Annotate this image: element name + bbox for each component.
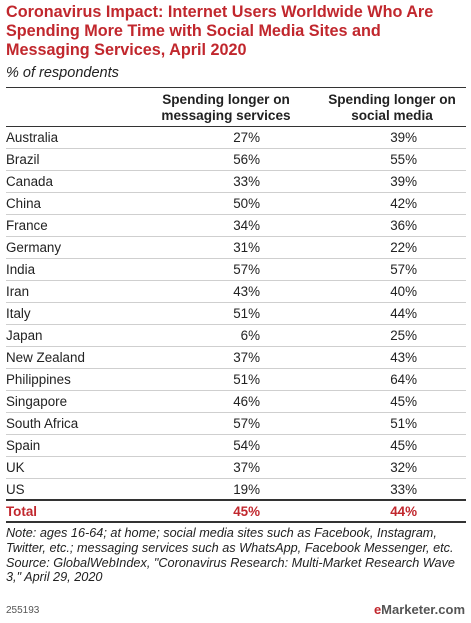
table-row: Philippines 51% 64% bbox=[6, 369, 466, 391]
row-label: Spain bbox=[6, 438, 41, 453]
social-media-value: 45% bbox=[390, 394, 417, 409]
social-media-value: 40% bbox=[390, 284, 417, 299]
social-media-value: 36% bbox=[390, 218, 417, 233]
social-media-value: 51% bbox=[390, 416, 417, 431]
row-label: India bbox=[6, 262, 36, 277]
messaging-value: 43% bbox=[233, 284, 260, 299]
row-label: US bbox=[6, 482, 25, 497]
row-label: Singapore bbox=[6, 394, 68, 409]
table-row: India 57% 57% bbox=[6, 259, 466, 281]
table-row: France 34% 36% bbox=[6, 215, 466, 237]
social-media-value: 55% bbox=[390, 152, 417, 167]
messaging-value: 31% bbox=[233, 240, 260, 255]
social-media-value: 33% bbox=[390, 482, 417, 497]
table-row: Spain 54% 45% bbox=[6, 435, 466, 457]
social-media-value: 64% bbox=[390, 372, 417, 387]
row-label: Australia bbox=[6, 130, 59, 145]
table-row: China 50% 42% bbox=[6, 193, 466, 215]
row-label: France bbox=[6, 218, 48, 233]
emarketer-logo: eMarketer.com bbox=[374, 602, 465, 617]
row-label: Japan bbox=[6, 328, 43, 343]
footnotes: Note: ages 16-64; at home; social media … bbox=[6, 526, 468, 585]
table-row: Singapore 46% 45% bbox=[6, 391, 466, 413]
social-media-value: 42% bbox=[390, 196, 417, 211]
row-label: Iran bbox=[6, 284, 30, 299]
column-header-messaging: Spending longer on messaging services bbox=[161, 92, 291, 123]
logo-suffix: .com bbox=[434, 602, 465, 617]
social-media-value: 44% bbox=[390, 504, 417, 519]
messaging-value: 46% bbox=[233, 394, 260, 409]
note-text: Note: ages 16-64; at home; social media … bbox=[6, 526, 454, 555]
source-text: Source: GlobalWebIndex, "Coronavirus Res… bbox=[6, 555, 455, 585]
row-label: Philippines bbox=[6, 372, 71, 387]
messaging-value: 6% bbox=[240, 328, 260, 343]
messaging-value: 57% bbox=[233, 416, 260, 431]
top-rule bbox=[6, 87, 466, 88]
chart-subtitle: % of respondents bbox=[6, 65, 119, 81]
table-row: Italy 51% 44% bbox=[6, 303, 466, 325]
logo-prefix: e bbox=[373, 602, 382, 617]
messaging-value: 34% bbox=[233, 218, 260, 233]
social-media-value: 39% bbox=[390, 174, 417, 189]
table-row: Iran 43% 40% bbox=[6, 281, 466, 303]
total-row: Total 45% 44% bbox=[6, 501, 466, 523]
table-row: Brazil 56% 55% bbox=[6, 149, 466, 171]
messaging-value: 51% bbox=[233, 372, 260, 387]
messaging-value: 56% bbox=[233, 152, 260, 167]
table-row: South Africa 57% 51% bbox=[6, 413, 466, 435]
social-media-value: 25% bbox=[390, 328, 417, 343]
messaging-value: 51% bbox=[233, 306, 260, 321]
data-table: Australia 27% 39% Brazil 56% 55% Canada 33% 39% C… bbox=[6, 127, 466, 523]
table-row: New Zealand 37% 43% bbox=[6, 347, 466, 369]
header-rule bbox=[6, 126, 466, 127]
row-label: Brazil bbox=[6, 152, 40, 167]
messaging-value: 33% bbox=[233, 174, 260, 189]
table-row: Australia 27% 39% bbox=[6, 127, 466, 149]
row-label: New Zealand bbox=[6, 350, 85, 365]
messaging-value: 37% bbox=[233, 460, 260, 475]
row-label: Total bbox=[6, 504, 37, 519]
messaging-value: 50% bbox=[233, 196, 260, 211]
table-row: US 19% 33% bbox=[6, 479, 466, 501]
row-label: Germany bbox=[6, 240, 62, 255]
logo-name: Marketer bbox=[381, 602, 435, 617]
messaging-value: 27% bbox=[233, 130, 260, 145]
row-label: UK bbox=[6, 460, 25, 475]
table-row: Germany 31% 22% bbox=[6, 237, 466, 259]
column-header-social-media: Spending longer on social media bbox=[328, 92, 456, 123]
social-media-value: 44% bbox=[390, 306, 417, 321]
chart-title: Coronavirus Impact: Internet Users World… bbox=[6, 3, 434, 59]
social-media-value: 32% bbox=[390, 460, 417, 475]
social-media-value: 43% bbox=[390, 350, 417, 365]
table-row: Japan 6% 25% bbox=[6, 325, 466, 347]
messaging-value: 57% bbox=[233, 262, 260, 277]
social-media-value: 45% bbox=[390, 438, 417, 453]
row-label: Italy bbox=[6, 306, 31, 321]
messaging-value: 37% bbox=[233, 350, 260, 365]
chart-id: 255193 bbox=[6, 605, 40, 616]
row-label: Canada bbox=[6, 174, 53, 189]
social-media-value: 39% bbox=[390, 130, 417, 145]
row-label: South Africa bbox=[6, 416, 79, 431]
row-label: China bbox=[6, 196, 41, 211]
social-media-value: 57% bbox=[390, 262, 417, 277]
table-row: Canada 33% 39% bbox=[6, 171, 466, 193]
social-media-value: 22% bbox=[390, 240, 417, 255]
messaging-value: 45% bbox=[233, 504, 260, 519]
table-row: UK 37% 32% bbox=[6, 457, 466, 479]
messaging-value: 54% bbox=[233, 438, 260, 453]
messaging-value: 19% bbox=[233, 482, 260, 497]
